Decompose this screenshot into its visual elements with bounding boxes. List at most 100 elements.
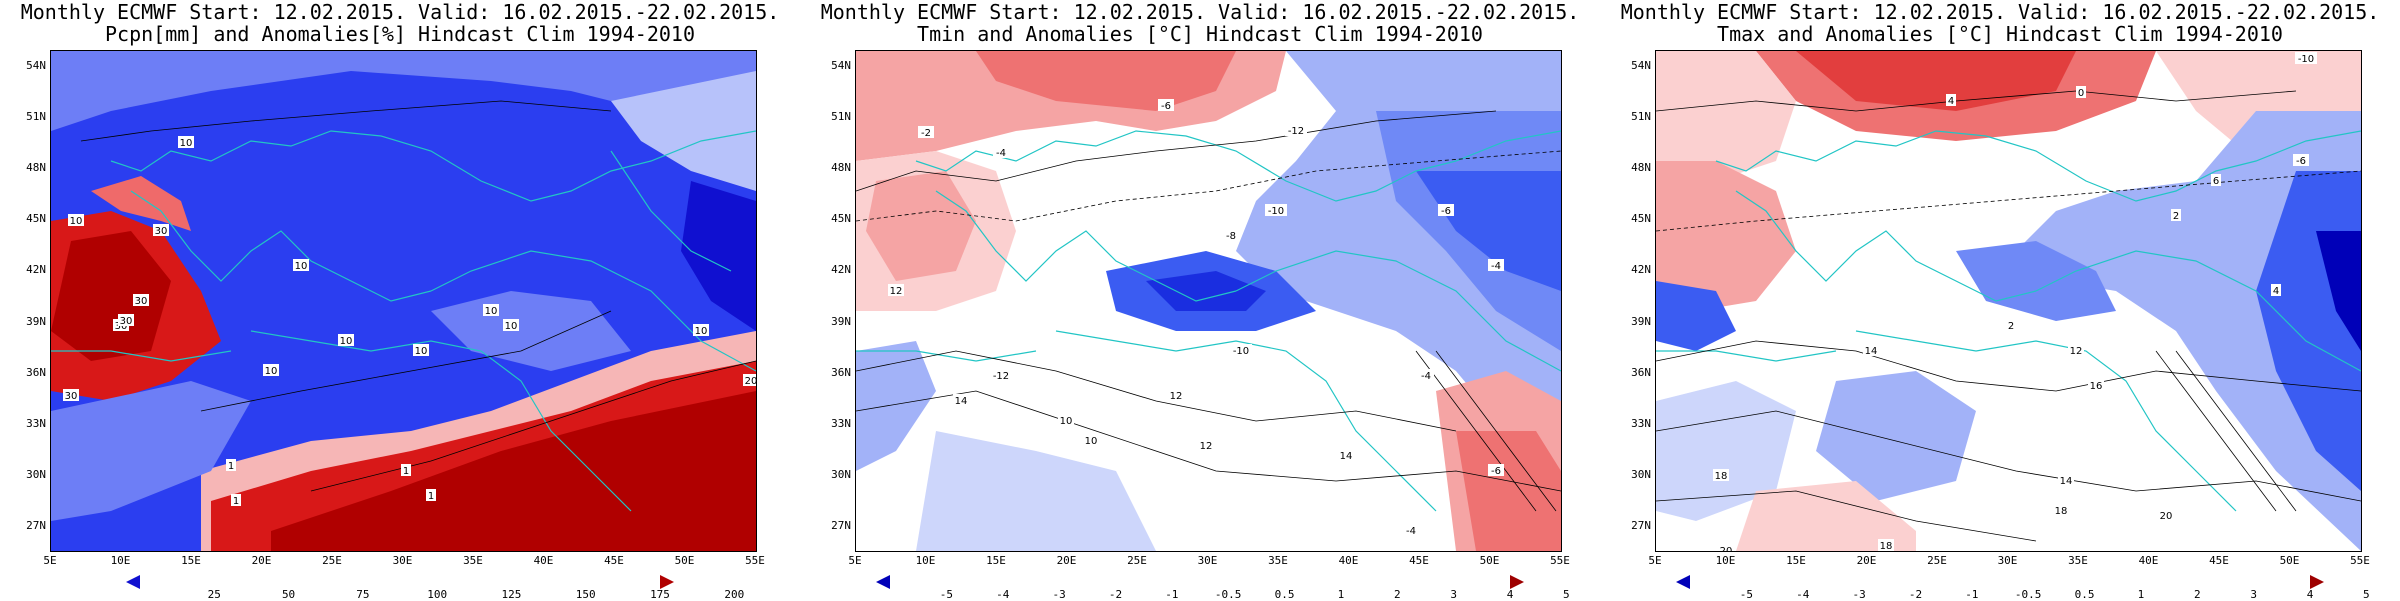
latitude-tick-label: 27N: [1631, 519, 1651, 532]
longitude-tick-label: 25E: [1927, 554, 1947, 567]
svg-text:10: 10: [695, 326, 708, 337]
latitude-tick-label: 27N: [26, 519, 46, 532]
svg-text:-8: -8: [1226, 231, 1236, 242]
latitude-tick-label: 30N: [26, 467, 46, 481]
latitude-tick-label: 45N: [831, 212, 851, 226]
longitude-tick-label: 5E: [848, 554, 862, 567]
contour-label: 10: [263, 364, 279, 377]
longitude-tick-label: 50E: [674, 554, 695, 567]
contour-label: 12: [2068, 344, 2084, 357]
latitude-tick-label: 54N: [26, 59, 46, 72]
colorbar-min-triangle: [1676, 575, 1690, 589]
contour-label: 10: [178, 136, 194, 149]
contour-label: -6: [1158, 99, 1174, 112]
latitude-tick-label: 42N: [831, 263, 851, 277]
svg-text:-4: -4: [1421, 371, 1431, 382]
colorbar-tick-label: 175: [650, 588, 670, 601]
contour-label: 18: [1713, 469, 1729, 482]
contour-label: 10: [693, 324, 709, 337]
latitude-tick-label: 51N: [831, 110, 851, 124]
longitude-tick-label: 10E: [1715, 554, 1736, 567]
latitude-tick-label: 51N: [26, 110, 46, 124]
longitude-tick-label: 10E: [110, 554, 131, 567]
longitude-tick-label: 35E: [1268, 554, 1288, 567]
contour-label: 10: [413, 344, 429, 357]
colorbar-max-triangle: [1510, 575, 1524, 589]
panel-tmax: Monthly ECMWF Start: 12.02.2015. Valid: …: [1600, 0, 2400, 601]
svg-text:1: 1: [228, 461, 234, 472]
svg-text:12: 12: [1170, 391, 1183, 402]
contour-label: -10: [1265, 204, 1287, 217]
latitude-tick-label: 54N: [1631, 59, 1651, 72]
longitude-tick-label: 40E: [533, 554, 554, 567]
colorbar-tick-label: -2: [1108, 588, 1123, 601]
colorbar-tick-label: -0.5: [2014, 588, 2042, 601]
colorbar-tick-label: -4: [996, 588, 1010, 601]
latitude-tick-label: 48N: [831, 161, 851, 175]
contour-label: 0: [2076, 86, 2086, 99]
svg-text:1: 1: [233, 496, 239, 507]
colorbar-max-triangle: [2310, 575, 2324, 589]
longitude-tick-label: 20E: [251, 554, 272, 567]
contour-label: 12: [888, 284, 904, 297]
svg-text:-10: -10: [1233, 346, 1249, 357]
latitude-tick-label: 30N: [1631, 467, 1651, 481]
svg-text:2: 2: [2173, 211, 2179, 222]
colorbar-tick-label: -3: [1852, 588, 1866, 601]
longitude-tick-label: 55E: [2350, 554, 2370, 567]
longitude-tick-label: 45E: [1409, 554, 1429, 567]
contour-label: -6: [2293, 154, 2309, 167]
contour-label: 14: [1338, 449, 1354, 462]
svg-text:14: 14: [1865, 346, 1878, 357]
colorbar-tick-label: 0.5: [2074, 588, 2095, 601]
panel-title-line2: Pcpn[mm] and Anomalies[%] Hindcast Clim …: [104, 22, 695, 46]
svg-text:-4: -4: [1406, 526, 1416, 537]
latitude-tick-label: 39N: [1631, 314, 1651, 328]
panel-title-line1: Monthly ECMWF Start: 12.02.2015. Valid: …: [1620, 0, 2380, 24]
contour-label: -12: [990, 369, 1012, 382]
contour-label: 16: [2088, 379, 2104, 392]
svg-text:10: 10: [180, 138, 193, 149]
svg-text:-12: -12: [1288, 126, 1304, 137]
contour-label: -6: [1438, 204, 1454, 217]
svg-text:-4: -4: [996, 148, 1006, 159]
latitude-tick-label: 45N: [26, 212, 46, 226]
colorbar-tick-label: 5: [2363, 588, 2370, 601]
colorbar-tick-label: 3: [1450, 588, 1457, 601]
contour-label: 10: [503, 319, 519, 332]
svg-text:18: 18: [1715, 471, 1728, 482]
contour-label: 6: [2211, 174, 2221, 187]
svg-text:12: 12: [890, 286, 903, 297]
svg-text:20: 20: [1720, 546, 1733, 551]
latitude-tick-label: 48N: [26, 161, 46, 175]
contour-label: -6: [1488, 464, 1504, 477]
contour-label: -4: [993, 146, 1009, 159]
svg-text:-2: -2: [921, 128, 931, 139]
contour-label: 14: [1863, 344, 1879, 357]
longitude-tick-label: 20E: [1056, 554, 1077, 567]
panel-precipitation: Monthly ECMWF Start: 12.02.2015. Valid: …: [0, 0, 800, 601]
latitude-tick-label: 45N: [1631, 212, 1651, 226]
latitude-tick-label: 42N: [26, 263, 46, 277]
panel-title-line2: Tmax and Anomalies [°C] Hindcast Clim 19…: [1717, 22, 2283, 46]
longitude-tick-label: 20E: [1856, 554, 1877, 567]
colorbar-tick-label: -1: [1165, 588, 1179, 601]
longitude-tick-label: 5E: [1648, 554, 1662, 567]
longitude-tick-label: 50E: [2279, 554, 2300, 567]
colorbar-tick-label: 1: [2137, 588, 2145, 601]
colorbar-tick-label: -0.5: [1214, 588, 1242, 601]
contour-label: 20: [743, 374, 756, 387]
svg-text:2: 2: [2008, 321, 2014, 332]
contour-label: -8: [1223, 229, 1239, 242]
longitude-tick-label: 55E: [745, 554, 765, 567]
svg-text:12: 12: [1200, 441, 1213, 452]
svg-text:-6: -6: [1491, 466, 1501, 477]
map-precipitation: 1010101010101030303030101111103020: [50, 50, 757, 552]
contour-label: 10: [293, 259, 309, 272]
svg-text:30: 30: [155, 226, 168, 237]
svg-text:-10: -10: [1268, 206, 1284, 217]
svg-text:10: 10: [340, 336, 353, 347]
svg-text:-4: -4: [1491, 261, 1501, 272]
longitude-tick-label: 15E: [986, 554, 1006, 567]
latitude-tick-label: 42N: [1631, 263, 1651, 277]
